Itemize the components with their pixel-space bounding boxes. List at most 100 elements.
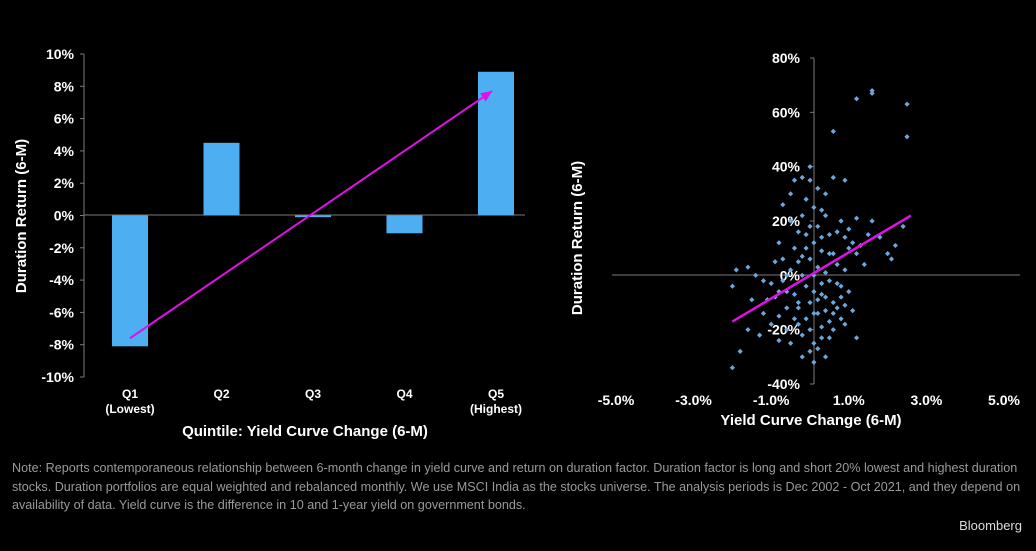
scatter-chart-y-tick-label: 0%: [780, 267, 801, 283]
scatter-point: [819, 234, 825, 240]
bar-chart-y-tick-label: 2%: [54, 175, 75, 191]
bar-chart-category-label: Q2: [213, 387, 229, 401]
bar: [386, 215, 423, 234]
bar-chart-y-axis-label: Duration Return (6-M): [13, 139, 30, 293]
scatter-point: [795, 259, 801, 265]
scatter-point: [842, 302, 848, 308]
scatter-point: [869, 218, 875, 224]
scatter-point: [850, 308, 856, 314]
scatter-point: [803, 231, 809, 238]
scatter-point: [784, 327, 790, 333]
scatter-point: [846, 289, 852, 295]
scatter-chart-y-tick-label: 80%: [772, 50, 801, 66]
scatter-point: [756, 332, 763, 338]
bar-chart-trendline: [129, 90, 493, 340]
scatter-point: [811, 359, 817, 365]
scatter-point: [768, 321, 774, 327]
scatter-chart-x-axis-label: Yield Curve Change (6-M): [720, 412, 901, 429]
scatter-point: [826, 335, 832, 341]
scatter-point: [729, 365, 735, 371]
scatter-point: [815, 297, 821, 303]
bar-chart-y-tick-label: 8%: [54, 78, 75, 94]
scatter-point: [811, 289, 817, 295]
scatter-point: [822, 191, 829, 197]
bar-chart-y-tick-label: -6%: [49, 304, 74, 320]
scatter-chart-trendline: [731, 214, 912, 323]
scatter-point: [830, 251, 836, 257]
scatter-chart-x-tick-label: -3.0%: [675, 392, 712, 408]
bar: [295, 215, 331, 218]
scatter-point: [842, 234, 848, 240]
scatter-point: [830, 174, 836, 181]
scatter-point: [791, 245, 798, 251]
scatter-chart-y-tick-label: -40%: [767, 376, 800, 392]
scatter-chart-x-tick-label: -1.0%: [753, 392, 790, 408]
scatter-point: [795, 299, 801, 306]
scatter-point: [838, 294, 844, 300]
scatter-point: [815, 346, 821, 352]
scatter-point: [885, 251, 891, 257]
scatter-point: [795, 321, 801, 327]
scatter-point: [900, 223, 906, 230]
scatter-point: [799, 253, 805, 259]
scatter-point: [869, 88, 875, 94]
bar-chart: 10% 8% 6% 4% 2% 0% -2% -4% -6% -8% -10% Q1 (Lowest)…: [13, 46, 525, 440]
bar-chart-trend-arrowhead: [480, 91, 492, 102]
scatter-point: [784, 305, 790, 311]
bar-chart-category-label: Q4: [396, 387, 412, 401]
scatter-point: [819, 248, 825, 254]
scatter-point: [830, 299, 836, 306]
scatter-point: [904, 101, 910, 107]
scatter-point: [811, 204, 817, 211]
scatter-point: [826, 231, 832, 238]
scatter-point: [838, 316, 844, 322]
scatter-chart: 80% 60% 40% 20% 0% -20% -40% -5.0% -3.0% -1.0% 1.…: [569, 50, 1021, 429]
scatter-point: [815, 310, 821, 316]
scatter-point: [780, 278, 786, 284]
scatter-point: [760, 310, 767, 316]
scatter-point: [819, 207, 825, 213]
scatter-point: [753, 272, 759, 278]
scatter-point: [834, 229, 840, 235]
scatter-point: [807, 256, 813, 262]
scatter-point: [780, 256, 786, 262]
scatter-chart-y-tick-label: 40%: [772, 159, 801, 175]
scatter-point: [803, 196, 809, 202]
scatter-point: [822, 308, 829, 314]
scatter-point: [834, 261, 840, 268]
scatter-point: [729, 283, 735, 289]
scatter-point: [811, 240, 817, 246]
scatter-point: [861, 261, 867, 268]
scatter-point: [853, 251, 860, 257]
scatter-point: [788, 340, 794, 346]
scatter-point: [760, 278, 767, 284]
scatter-point: [819, 335, 825, 341]
scatter-point: [819, 324, 825, 330]
scatter-point: [838, 283, 844, 289]
scatter-point: [795, 305, 801, 311]
scatter-point: [807, 348, 813, 354]
scatter-point: [811, 340, 817, 346]
scatter-point: [784, 289, 790, 295]
scatter-point: [853, 96, 860, 102]
scatter-point: [826, 251, 832, 257]
bar-chart-category-label: Q1 (Lowest): [105, 387, 154, 416]
scatter-point: [826, 318, 832, 325]
scatter-point: [838, 218, 844, 224]
scatter-point: [815, 264, 821, 270]
bar-chart-x-axis-label: Quintile: Yield Curve Change (6-M): [182, 423, 428, 440]
scatter-point: [803, 316, 809, 322]
bar: [203, 142, 240, 216]
bar-chart-y-tick-label: 10%: [46, 46, 75, 62]
scatter-point: [799, 354, 805, 360]
scatter-point: [737, 348, 743, 354]
scatter-chart-y-tick-label: 60%: [772, 104, 801, 120]
scatter-point: [904, 134, 910, 140]
scatter-point: [749, 297, 755, 303]
scatter-point: [826, 278, 832, 284]
scatter-point: [822, 294, 829, 300]
scatter-point: [791, 291, 798, 297]
scatter-point: [795, 229, 801, 235]
scatter-point: [799, 272, 805, 278]
